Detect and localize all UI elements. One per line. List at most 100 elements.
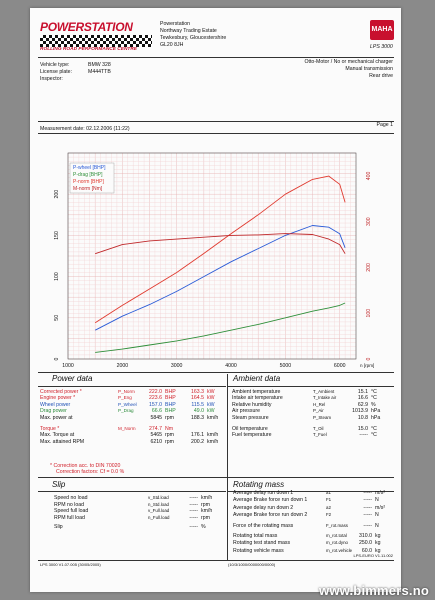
chart-bottom-divider [38, 372, 394, 373]
rotating-row-unit: m/s² [375, 490, 386, 496]
slip-row-symbol: v_Std.load [148, 495, 169, 500]
rotating-row-value: ----- [363, 522, 372, 529]
rotating-row-symbol: F2 [326, 512, 332, 518]
correction-note: * Correction acc. to DIN 70020 [50, 463, 121, 469]
slip-row-label: Slip [54, 524, 63, 531]
y-right-tick-label: 200 [366, 263, 372, 272]
power-ambient-divider [227, 374, 228, 477]
power-row-unit-1: Nm [165, 426, 174, 432]
license-plate-label: License plate: [40, 69, 73, 75]
rotating-row-label: Average Brake force run down 1 [233, 497, 308, 504]
rotating-row-unit: N [375, 522, 379, 529]
power-row-value-1: 66.6 [151, 408, 162, 415]
power-row-unit-1: rpm [165, 414, 174, 421]
y-right-tick-label: 300 [366, 217, 372, 226]
ambient-row-label: Oil temperature [232, 426, 268, 432]
power-row-value-2: 115.5 [191, 401, 204, 408]
power-row-label: Max. attained RPM [40, 438, 85, 445]
chart-top-divider [38, 121, 394, 122]
series-line [95, 233, 346, 255]
power-torque-chart: 1000 2000 3000 4000 5000 6000 n [rpm]050100150… [54, 152, 374, 369]
rotating-row-symbol: a1 [326, 490, 331, 495]
correction-factors: Correction factors: Cf = 0.0 % [56, 469, 125, 475]
rotating-row-label: Average Brake force run down 2 [233, 512, 308, 519]
rotating-row-label: Rotating test stand mass [233, 540, 291, 547]
drive-type: Rear drive [369, 73, 393, 79]
footer-version-middle: (10/3/1000/0000000/0000) [228, 562, 276, 567]
power-row-value-1: 5845 [150, 414, 162, 421]
ambient-row-symbol: T_Oil [313, 426, 324, 431]
slip-row-label: Speed no load [54, 495, 88, 501]
y-right-tick-label: 0 [366, 357, 372, 360]
address-line-2: Northway Trading Estate [160, 28, 217, 34]
rotating-row-symbol: F1 [326, 497, 332, 503]
x-tick-label: 2000 [117, 363, 129, 369]
ambient-row-symbol: P_Steam [313, 414, 332, 420]
slip-row-unit: % [201, 524, 206, 531]
rotating-row-unit: N [375, 497, 379, 504]
y-left-tick-label: 100 [54, 272, 60, 281]
power-row-value-2: 200.2 [191, 438, 204, 445]
measurement-date: Measurement date: 02.12.2006 (11:22) [40, 126, 130, 132]
rotating-row-value: ----- [363, 497, 372, 504]
chart-title-divider [38, 133, 394, 134]
powerstation-logo: POWERSTATION [40, 20, 133, 34]
watermark: www.bimmers.no [319, 583, 429, 598]
power-row-unit-2: kW [207, 401, 215, 408]
series-line [94, 175, 346, 324]
y-right-tick-label: 100 [366, 309, 372, 318]
slip-row-value: ----- [189, 524, 198, 531]
slip-row-value: ----- [189, 508, 198, 515]
y-left-tick-label: 0 [54, 357, 60, 360]
ambient-row-symbol: T_Fuel [313, 432, 327, 438]
ambient-row-value: 15.0 [357, 426, 368, 432]
legend-entry: M-norm [Nm] [73, 186, 103, 192]
power-row-value-1: 6210 [150, 438, 162, 445]
slip-row-label: RPM full load [54, 514, 85, 521]
power-row-value-2: 188.3 [191, 414, 204, 421]
x-tick-label: 1000 [62, 363, 74, 369]
power-row-label: Max. Torque at [40, 432, 75, 439]
y-left-tick-label: 50 [54, 315, 60, 321]
rotating-row-value: ----- [363, 512, 372, 519]
power-row-unit-1: rpm [165, 432, 174, 439]
slip-row-symbol: n_Full.load [148, 514, 170, 520]
power-row-unit-2: kW [207, 395, 215, 402]
power-row-unit-2: km/h [207, 432, 219, 439]
power-row-value-2: 49.0 [193, 408, 204, 415]
y-right-tick-label: 400 [366, 171, 372, 180]
rotating-row-symbol: m_rot.total [326, 533, 347, 538]
power-row-unit-2: kW [207, 408, 215, 415]
rotating-row-label: Average delay run down 1 [233, 490, 294, 496]
slip-row-label: RPM no load [54, 501, 84, 508]
footer-divider [38, 560, 394, 561]
x-axis-label: n [rpm] [360, 363, 374, 368]
power-row-label: Torque * [40, 426, 60, 432]
slip-row-unit: rpm [201, 514, 210, 521]
rotating-row-unit: kg [375, 533, 381, 539]
slip-row-value: ----- [189, 501, 198, 508]
bottom-section-divider [38, 477, 394, 478]
logo-tagline: ROLLING ROAD PERFORMANCE CENTRE [40, 47, 138, 52]
power-row-unit-2: km/h [207, 438, 219, 445]
rotating-row-unit: m/s² [375, 504, 386, 511]
power-row-label: Max. power at [40, 414, 73, 421]
rotating-row-symbol: m_rot.dyno [326, 540, 348, 546]
header-divider [38, 57, 394, 58]
power-row-unit-1: BHP [165, 395, 176, 402]
dyno-report-sheet: POWERSTATION ROLLING ROAD PERFORMANCE CE… [30, 8, 401, 592]
ambient-row-symbol: T_Intake air [313, 395, 337, 401]
power-row-symbol: P_Drag [118, 408, 134, 414]
legend-entry: P-wheel [BHP] [73, 165, 106, 171]
ambient-row-unit: °C [371, 395, 377, 402]
slip-row-label: Speed full load [54, 508, 89, 515]
slip-title: Slip [52, 480, 66, 489]
ambient-row-unit: hPa [371, 414, 381, 421]
ambient-row-label: Steam pressure [232, 414, 269, 421]
ambient-row-unit: % [371, 401, 376, 408]
power-row-value-1: 222.0 [149, 389, 162, 395]
ambient-row-label: Relative humidity [232, 401, 272, 408]
x-tick-label: 4000 [225, 363, 237, 369]
slip-row-symbol: v_Full.load [148, 508, 170, 514]
license-plate-value: M444TTB [88, 69, 111, 75]
